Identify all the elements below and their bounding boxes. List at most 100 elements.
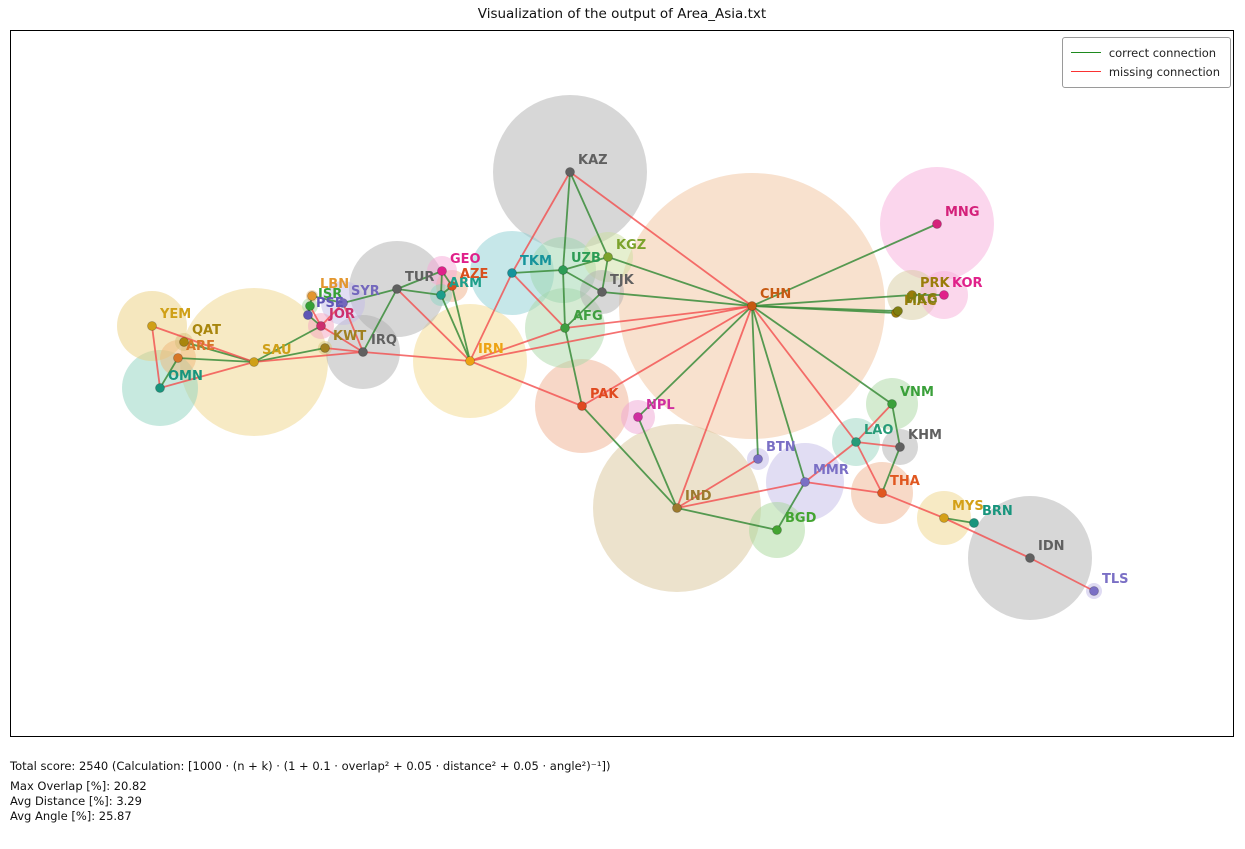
edge-KGZ-TJK-correct xyxy=(601,256,609,293)
edge-UZB-TJK-correct xyxy=(562,269,603,293)
edge-SYR-LBN-correct xyxy=(311,295,344,304)
edge-KAZ-UZB-correct xyxy=(562,171,571,271)
edge-IRN-IRQ-missing xyxy=(362,351,471,362)
node-dot-NPL xyxy=(633,412,643,422)
node-label-IDN: IDN xyxy=(1038,539,1065,554)
node-label-LAO: LAO xyxy=(864,423,893,438)
legend-label-correct: correct connection xyxy=(1108,45,1217,60)
edge-IRQ-SAU-missing xyxy=(253,351,364,363)
edge-TJK-AFG-correct xyxy=(564,291,603,329)
node-label-YEM: YEM xyxy=(159,307,191,322)
edge-IND-MMR-missing xyxy=(676,481,806,509)
node-label-IND: IND xyxy=(685,489,712,504)
node-label-BGD: BGD xyxy=(785,511,817,526)
edge-LAO-VNM-missing xyxy=(855,403,893,443)
edge-CHN-PRK-correct xyxy=(751,294,913,307)
avg-distance-line: Avg Distance [%]: 3.29 xyxy=(10,794,142,808)
edge-IND-BTN-missing xyxy=(676,458,759,509)
node-label-QAT: QAT xyxy=(192,323,221,338)
node-dot-TJK xyxy=(597,287,607,297)
node-dot-LBN xyxy=(307,291,317,301)
node-dot-LAO xyxy=(851,437,861,447)
node-dot-IRQ xyxy=(358,347,368,357)
edge-KAZ-CHN-missing xyxy=(569,171,753,307)
edge-AZE-IRN-correct xyxy=(451,285,471,362)
node-dot-SYR xyxy=(338,298,348,308)
edge-IRQ-JOR-missing xyxy=(320,325,364,353)
node-dot-TKM xyxy=(507,268,517,278)
score-summary: Total score: 2540 (Calculation: [1000 · … xyxy=(10,759,610,824)
node-label-TKM: TKM xyxy=(520,254,552,269)
edge-PAK-IND-correct xyxy=(581,405,678,509)
node-label-ARE: ARE xyxy=(186,339,215,354)
edge-ARM-IRN-correct xyxy=(440,294,471,362)
edge-SAU-ARE-correct xyxy=(177,357,255,363)
edge-CHN-LAO-missing xyxy=(751,305,857,443)
node-dot-ARM xyxy=(436,290,446,300)
max-overlap-line: Max Overlap [%]: 20.82 xyxy=(10,779,147,793)
edge-layer xyxy=(151,171,1095,592)
edge-THA-MYS-missing xyxy=(881,492,945,519)
edge-MYS-BRN-correct xyxy=(943,517,975,524)
edge-ARE-OMN-correct xyxy=(159,357,179,389)
node-label-BRN: BRN xyxy=(982,504,1013,519)
node-label-KGZ: KGZ xyxy=(616,238,646,253)
node-dot-GEO xyxy=(437,266,447,276)
node-label-KAZ: KAZ xyxy=(578,153,608,168)
edge-IRQ-SYR-missing xyxy=(342,302,364,353)
node-dot-KAZ xyxy=(565,167,575,177)
edge-CHN-VNM-correct xyxy=(751,305,893,405)
node-dot-OMN xyxy=(155,383,165,393)
edge-NPL-IND-correct xyxy=(637,416,678,509)
node-label-LBN: LBN xyxy=(320,277,349,292)
missing-connection-line-swatch xyxy=(1070,71,1101,72)
edge-CHN-PAK-missing xyxy=(581,305,753,407)
edge-KAZ-KGZ-correct xyxy=(569,171,609,258)
edge-CHN-BTN-correct xyxy=(751,305,759,460)
edge-YEM-OMN-missing xyxy=(151,325,161,389)
node-dot-JOR xyxy=(316,321,326,331)
node-dot-IND xyxy=(672,503,682,513)
node-dot-BGD xyxy=(772,525,782,535)
edge-TJK-CHN-correct xyxy=(601,291,753,307)
node-label-AZE: AZE xyxy=(460,267,488,282)
edge-TUR-ARM-correct xyxy=(396,288,442,296)
node-label-KWT: KWT xyxy=(333,329,366,344)
edge-IRN-TUR-missing xyxy=(396,288,471,362)
edge-CHN-NPL-correct xyxy=(637,305,753,418)
node-label-SYR: SYR xyxy=(351,284,380,299)
edge-UZB-AFG-correct xyxy=(562,269,566,329)
edge-TUR-IRQ-correct xyxy=(362,288,398,353)
node-label-MYS: MYS xyxy=(952,499,984,514)
edge-KHM-THA-correct xyxy=(881,446,901,494)
edge-IRQ-KWT-missing xyxy=(324,347,364,353)
node-label-THA: THA xyxy=(890,474,920,489)
node-label-KHM: KHM xyxy=(908,428,942,443)
edge-TUR-GEO-correct xyxy=(396,270,443,290)
plot-title: Visualization of the output of Area_Asia… xyxy=(477,6,767,22)
edge-MMR-LAO-missing xyxy=(804,441,857,483)
edge-IRN-PAK-missing xyxy=(469,360,583,407)
legend-item-missing: missing connection xyxy=(1070,62,1220,81)
node-dot-YEM xyxy=(147,321,157,331)
node-label-ISR: ISR xyxy=(318,287,342,302)
node-label-PSE: PSE xyxy=(316,296,344,311)
edge-SAU-YEM-missing xyxy=(151,325,255,363)
node-dot-UZB xyxy=(558,265,568,275)
edge-TUR-SYR-correct xyxy=(342,288,398,304)
edge-UZB-TKM-correct xyxy=(511,269,564,274)
edge-KGZ-CHN-correct xyxy=(607,256,753,307)
node-label-MMR: MMR xyxy=(813,463,849,478)
node-dot-AZE xyxy=(447,281,457,291)
edge-SAU-KWT-correct xyxy=(253,347,326,363)
node-dot-VNM xyxy=(887,399,897,409)
node-dot-THA xyxy=(877,488,887,498)
node-label-MNG: MNG xyxy=(945,205,980,220)
node-dot-KHM xyxy=(895,442,905,452)
total-score-line: Total score: 2540 (Calculation: [1000 · … xyxy=(10,759,611,773)
node-label-JOR: JOR xyxy=(328,307,355,322)
edge-KAZ-TKM-missing xyxy=(511,171,571,274)
